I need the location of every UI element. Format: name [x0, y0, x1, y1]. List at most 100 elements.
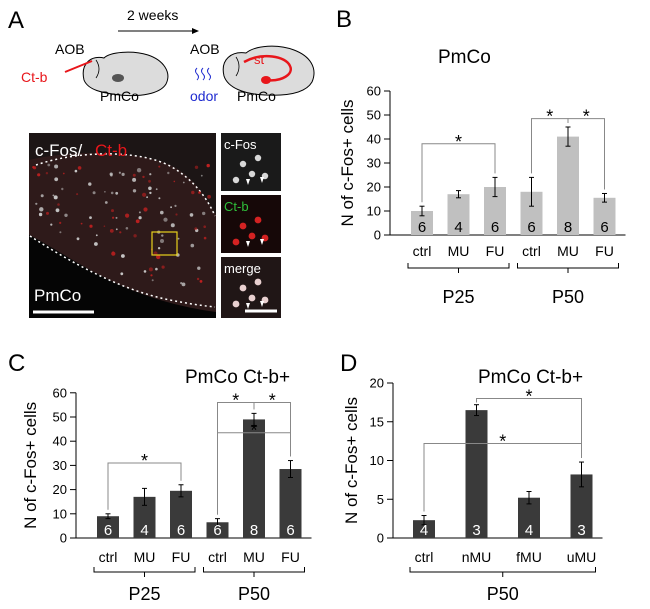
brain-left-olfactory-bulb: [95, 59, 100, 79]
y-tick-label: 5: [377, 492, 384, 507]
group-bracket: [93, 567, 196, 573]
group-label: P25: [128, 584, 160, 604]
cell-dot: [200, 174, 203, 177]
inset-label-ctb: Ct-b: [224, 199, 249, 214]
cell-dot: [190, 243, 195, 248]
cell-dot: [54, 164, 59, 169]
inset-arrowhead: [260, 239, 264, 245]
y-tick-label: 60: [53, 385, 67, 400]
bar: [413, 520, 435, 538]
n-label: 3: [577, 522, 585, 539]
cell-dot: [52, 194, 55, 197]
group-label: P50: [238, 584, 270, 604]
group-bracket: [517, 263, 619, 269]
cell-dot: [132, 177, 137, 182]
cell-dot: [143, 207, 148, 212]
cell-dot: [119, 231, 122, 234]
bar: [243, 419, 265, 538]
inset-cell-merge: [239, 284, 247, 292]
pmco-site-left: [112, 74, 124, 82]
panel-letter-b: B: [336, 6, 352, 33]
cell-dot: [111, 209, 114, 213]
category-label: uMU: [567, 549, 597, 565]
inset-cell-ctb: [254, 216, 262, 224]
aob-label-right: AOB: [190, 41, 220, 57]
inset-arrowhead: [246, 303, 250, 309]
bar: [570, 474, 593, 538]
panel-letter-d: D: [340, 350, 357, 377]
cell-dot: [167, 171, 170, 175]
cell-dot: [197, 266, 201, 270]
y-tick-label: 10: [53, 506, 67, 521]
cell-dot: [132, 189, 137, 193]
bar: [411, 211, 433, 235]
cell-dot: [76, 193, 79, 196]
aob-label-left: AOB: [55, 41, 85, 57]
inset-cfos: [221, 133, 281, 191]
cell-dot: [194, 227, 198, 231]
bar: [465, 410, 488, 538]
brain-right: [222, 45, 315, 96]
cell-dot: [62, 172, 65, 175]
cell-dot: [76, 237, 80, 241]
n-label: 8: [564, 219, 572, 236]
cell-dot: [120, 272, 124, 276]
cell-dot: [77, 166, 82, 170]
cell-dot: [89, 224, 93, 228]
y-tick-label: 30: [53, 458, 67, 473]
n-label: 4: [454, 219, 462, 236]
timeline-label: 2 weeks: [127, 7, 178, 23]
cell-dot: [115, 228, 118, 231]
significance-label: *: [455, 132, 462, 152]
chart-d: PmCo Ct-b+ N of c-Fos+ cells 0 5 10 15 20 4 ctrl…: [342, 367, 603, 604]
inset-cell-ctb: [239, 222, 247, 230]
micrograph-main: c-Fos/ Ct-b PmCo: [29, 133, 216, 318]
cell-dot: [125, 227, 129, 230]
group-bracket: [409, 567, 596, 573]
category-label: FU: [595, 243, 614, 259]
cell-dot: [158, 165, 161, 168]
cell-dot: [125, 213, 130, 218]
cell-dot: [92, 191, 96, 195]
inset-arrowhead: [246, 241, 250, 247]
n-label: 6: [418, 219, 426, 236]
n-label: 4: [420, 522, 428, 539]
cell-dot: [207, 194, 212, 199]
pmco-site-right: [261, 76, 271, 84]
category-label: MU: [134, 549, 156, 565]
bar: [447, 194, 470, 235]
y-tick-label: 20: [367, 180, 381, 195]
category-label: MU: [243, 549, 265, 565]
bar: [279, 469, 302, 538]
significance-label: *: [525, 387, 532, 407]
inset-arrowhead: [246, 179, 250, 185]
y-tick-label: 10: [367, 204, 381, 219]
cell-dot: [104, 191, 106, 193]
brain-right-olfactory-bulb: [235, 56, 240, 77]
cell-dot: [155, 188, 158, 191]
cell-dot: [194, 165, 199, 169]
cell-dot: [47, 163, 51, 167]
cell-dot: [121, 254, 125, 258]
category-label: ctrl: [208, 549, 227, 565]
pmco-label-right: PmCo: [237, 88, 276, 104]
cell-dot: [182, 181, 185, 184]
cell-dot: [115, 216, 118, 219]
y-axis-label: N of c-Fos+ cells: [21, 402, 40, 529]
odor-label: odor: [190, 88, 218, 104]
significance-label: *: [583, 107, 590, 127]
category-label: MU: [557, 243, 579, 259]
cell-dot: [132, 173, 136, 177]
cell-dot: [64, 213, 68, 217]
cell-dot: [157, 247, 161, 250]
cell-dot: [138, 211, 141, 214]
cell-dots: [32, 163, 212, 287]
cell-dot: [110, 174, 113, 177]
inset-cell-merge: [232, 300, 240, 308]
cell-dot: [189, 213, 194, 217]
cell-dot: [104, 201, 108, 204]
inset-label-cfos: c-Fos: [224, 137, 257, 152]
y-tick-label: 0: [60, 531, 67, 546]
cell-dot: [170, 223, 175, 228]
